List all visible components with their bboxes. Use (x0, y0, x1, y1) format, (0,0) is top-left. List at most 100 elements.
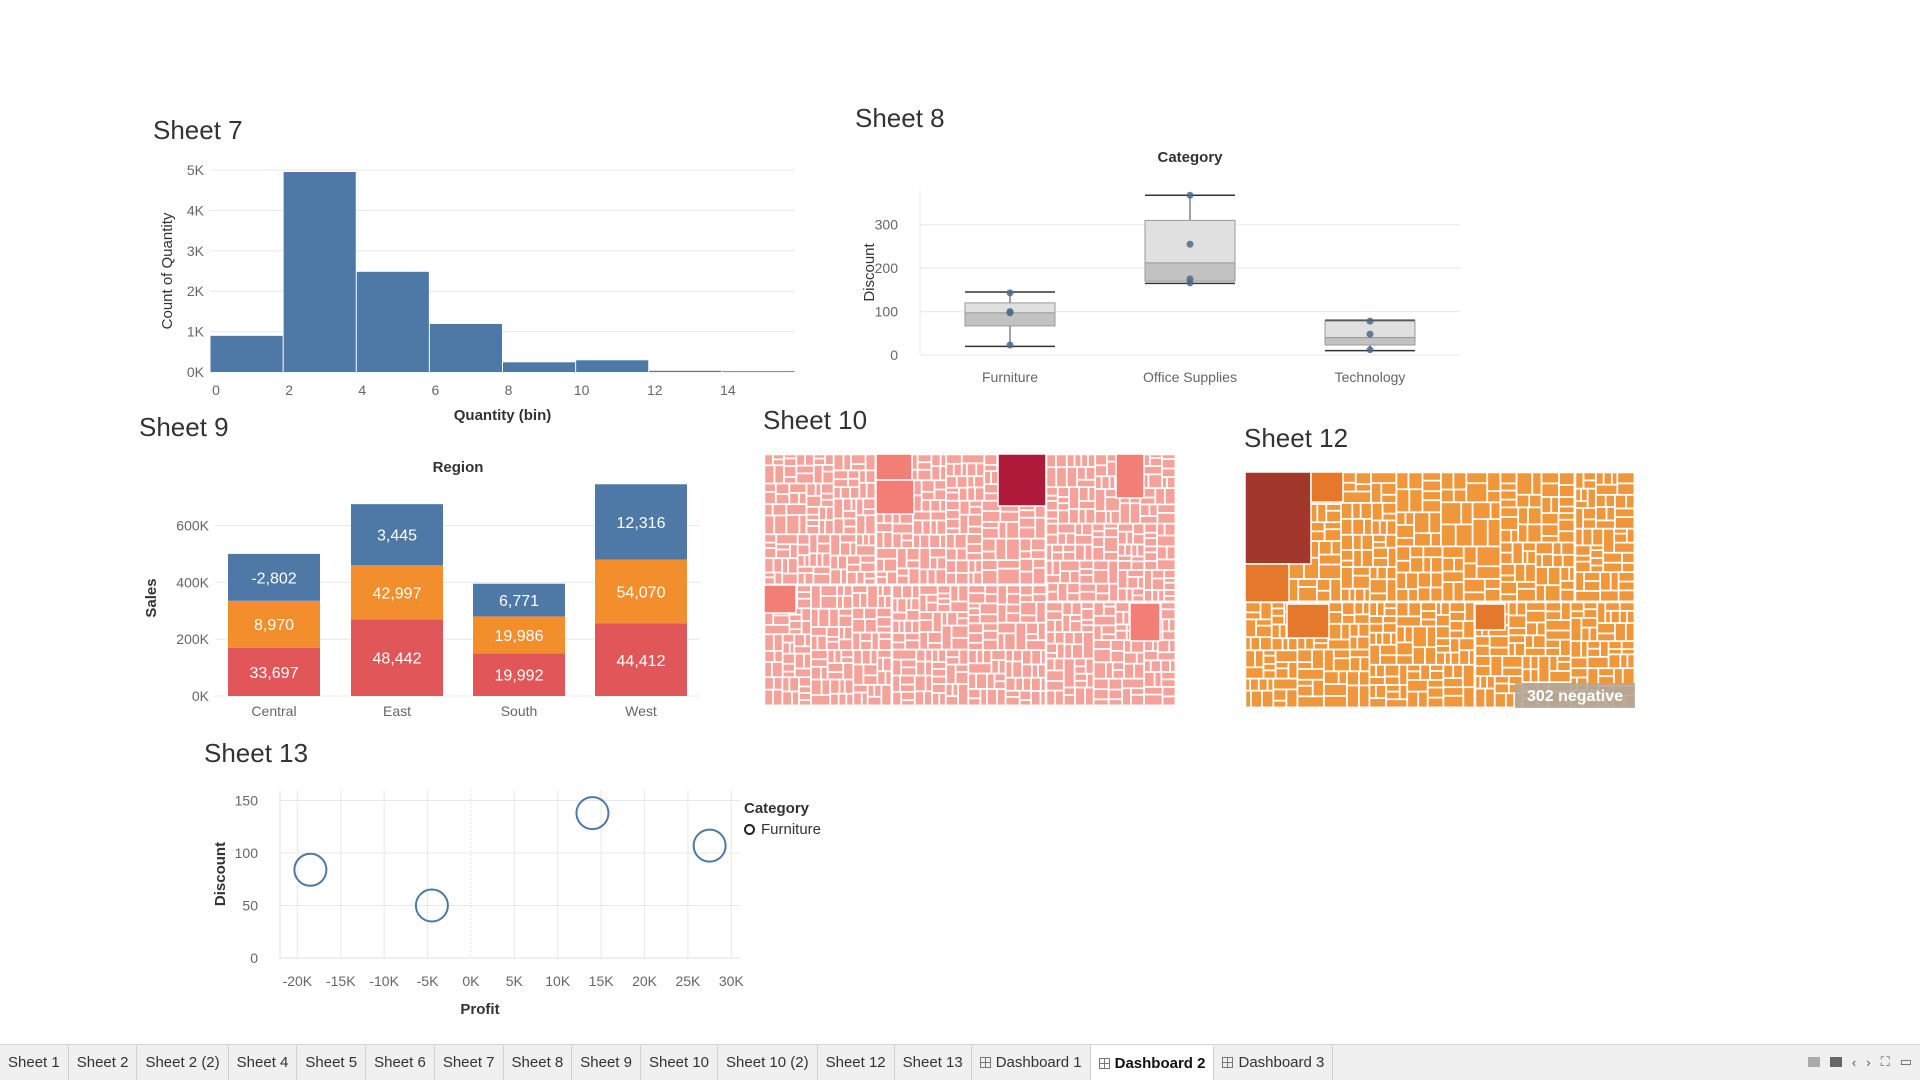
data-point (1186, 240, 1194, 248)
treemap-cell (1386, 579, 1397, 602)
treemap-cell (920, 534, 930, 549)
tab-sheet-2[interactable]: Sheet 2 (69, 1045, 138, 1080)
treemap-cell (1058, 583, 1068, 602)
treemap-cell (1371, 483, 1382, 503)
tab-sheet-6[interactable]: Sheet 6 (366, 1045, 435, 1080)
next-tab-icon[interactable]: › (1866, 1054, 1871, 1070)
treemap-cell (924, 691, 932, 706)
treemap-cell (838, 693, 847, 706)
treemap-cell (930, 500, 941, 512)
treemap-cell (1443, 678, 1463, 688)
legend-item-furniture[interactable]: Furniture (744, 821, 821, 838)
treemap-cell (875, 576, 887, 585)
treemap-cell (1093, 689, 1109, 700)
treemap-cell (1441, 524, 1456, 547)
treemap-cell (1545, 611, 1561, 620)
treemap-cell (1502, 656, 1523, 668)
treemap-cell (1408, 589, 1418, 602)
tab-sheet-2-2[interactable]: Sheet 2 (2) (137, 1045, 229, 1080)
tab-dashboard-2[interactable]: Dashboard 2 (1090, 1045, 1215, 1080)
sheet13-scatter[interactable]: 0 50 100 150 -20K -15K -10K -5K 0K 5K 10K 15K 20K 25K… (195, 780, 805, 1040)
treemap-cell (868, 534, 876, 546)
treemap-cell (1436, 638, 1451, 646)
histogram-bar (210, 335, 283, 372)
tab-sheet-4[interactable]: Sheet 4 (229, 1045, 298, 1080)
treemap-cell (946, 487, 959, 493)
treemap-cell (1297, 662, 1312, 669)
treemap-cell (1250, 678, 1259, 691)
tab-sheet-10-2[interactable]: Sheet 10 (2) (718, 1045, 818, 1080)
treemap-cell (1164, 488, 1176, 505)
treemap-cell (913, 520, 923, 535)
treemap-cell (973, 572, 982, 585)
treemap-cell (821, 679, 831, 695)
treemap-cell (997, 584, 1007, 605)
tab-sheet-7[interactable]: Sheet 7 (435, 1045, 504, 1080)
treemap-cell (906, 548, 920, 561)
y-tick-label: 0K (187, 364, 205, 380)
presentation-icon[interactable]: ▭ (1899, 1054, 1912, 1069)
treemap-cell (1574, 591, 1601, 602)
treemap-cell (1545, 585, 1561, 602)
treemap-cell (1369, 685, 1376, 698)
x-tick-label: East (383, 703, 411, 719)
treemap-cell (919, 584, 938, 595)
sheet9-stacked-bar[interactable]: Region 0K 200K 400K 600K 33,697 8,970 -2,802 Cen… (130, 450, 730, 720)
treemap-cell (851, 498, 857, 511)
treemap-cell (1093, 625, 1102, 640)
sheet13-legend[interactable]: Category Furniture (744, 800, 821, 838)
tab-sheet-1[interactable]: Sheet 1 (0, 1045, 69, 1080)
treemap-cell (1373, 558, 1388, 567)
treemap-cell (1505, 693, 1515, 708)
treemap-cell (1079, 560, 1094, 569)
tab-sheet-13[interactable]: Sheet 13 (895, 1045, 972, 1080)
show-sheet-sorter-icon[interactable] (1807, 1057, 1820, 1067)
treemap-cell (946, 492, 959, 501)
tab-label: Sheet 10 (2) (726, 1054, 809, 1071)
treemap-cell (1469, 650, 1475, 665)
treemap-cell (1349, 588, 1356, 602)
treemap-cell (1363, 601, 1370, 615)
treemap-cell (940, 534, 947, 549)
treemap-cell (966, 534, 982, 544)
sheet7-histogram[interactable]: 0K 1K 2K 3K 4K 5K 0 2 4 6 8 10 12 14 Quantity (bin) Cou… (140, 150, 800, 430)
treemap-cell (821, 499, 834, 507)
sheet8-boxplot[interactable]: Category 0 100 200 300 Furniture Office Suppli… (850, 140, 1490, 390)
treemap-cell (809, 553, 817, 567)
tab-dashboard-3[interactable]: Dashboard 3 (1214, 1045, 1334, 1080)
treemap-cell (763, 558, 774, 573)
legend-circle-icon (744, 824, 755, 835)
treemap-cell (1386, 699, 1408, 708)
treemap-cell (1054, 658, 1064, 671)
sheet12-treemap[interactable]: 302 negative (1243, 470, 1637, 710)
treemap-cell (1527, 524, 1542, 543)
tab-sheet-8[interactable]: Sheet 8 (504, 1045, 573, 1080)
treemap-cell (1626, 528, 1635, 543)
treemap-cell (1574, 545, 1591, 556)
treemap-cell (763, 634, 774, 651)
tab-sheet-12[interactable]: Sheet 12 (818, 1045, 895, 1080)
tab-sheet-10[interactable]: Sheet 10 (641, 1045, 719, 1080)
prev-tab-icon[interactable]: ‹ (1851, 1054, 1857, 1070)
treemap-cell (1517, 581, 1536, 589)
treemap-cell (1614, 517, 1635, 529)
treemap-cell (1552, 542, 1562, 555)
treemap-cell (1500, 594, 1517, 602)
treemap-cell (830, 693, 839, 706)
show-filmstrip-icon[interactable] (1829, 1057, 1842, 1067)
treemap-cell (1522, 551, 1528, 564)
tab-sheet-9[interactable]: Sheet 9 (572, 1045, 641, 1080)
treemap-cell (1093, 678, 1109, 690)
treemap-cell (1484, 588, 1501, 602)
treemap-cell (919, 569, 928, 585)
treemap-cell (833, 470, 848, 480)
treemap-cell (957, 618, 969, 626)
treemap-cell (1164, 582, 1176, 590)
treemap-cell (1369, 664, 1376, 677)
fullscreen-icon[interactable]: ⛶ (1880, 1054, 1890, 1069)
treemap-cell (799, 515, 807, 535)
tab-dashboard-1[interactable]: Dashboard 1 (972, 1045, 1091, 1080)
treemap-cell (1384, 664, 1400, 677)
sheet10-treemap[interactable] (762, 452, 1178, 708)
tab-sheet-5[interactable]: Sheet 5 (297, 1045, 367, 1080)
